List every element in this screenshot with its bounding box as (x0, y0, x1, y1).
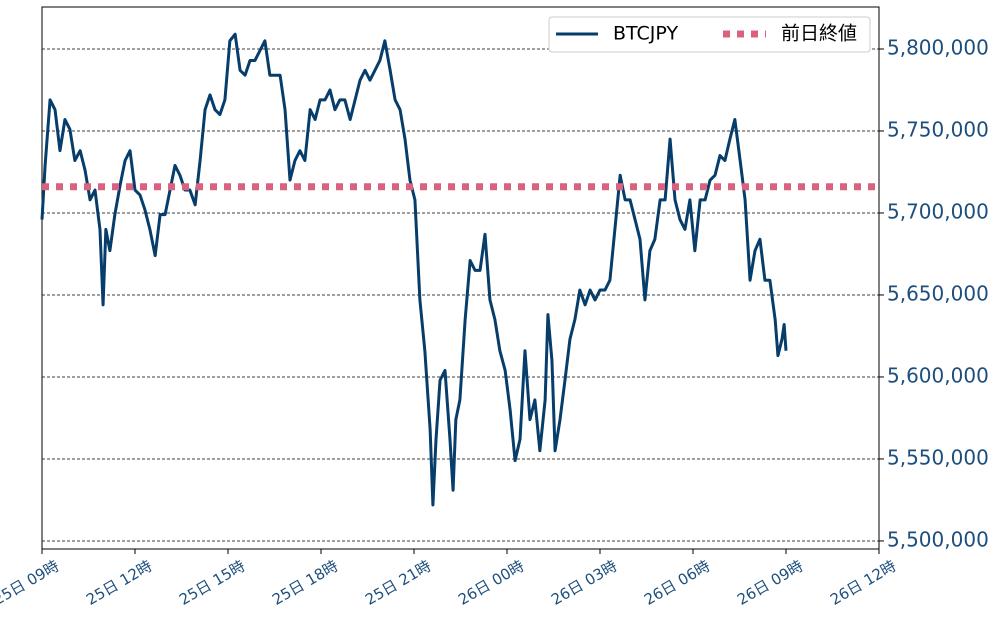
legend-label: 前日終値 (781, 23, 857, 45)
y-tick-label: 5,600,000 (887, 363, 989, 387)
y-tick-label: 5,750,000 (887, 117, 989, 141)
y-tick-label: 5,800,000 (887, 35, 989, 59)
y-tick-label: 5,550,000 (887, 445, 989, 469)
legend-label: BTCJPY (613, 23, 678, 45)
y-tick-label: 5,500,000 (887, 527, 989, 551)
x-tick-label: 26日 12時 (827, 557, 899, 609)
x-tick-label: 25日 15時 (176, 557, 248, 609)
x-tick-label: 26日 00時 (455, 557, 527, 609)
legend: BTCJPY 前日終値 (548, 16, 871, 53)
x-tick-label: 26日 09時 (734, 557, 806, 609)
y-tick-label: 5,700,000 (887, 199, 989, 223)
y-tick-label: 5,650,000 (887, 281, 989, 305)
x-tick-label: 25日 12時 (83, 557, 155, 609)
legend-box (548, 16, 871, 53)
x-tick-label: 26日 06時 (641, 557, 713, 609)
x-tick-label: 25日 18時 (269, 557, 341, 609)
x-tick-label: 25日 21時 (362, 557, 434, 609)
x-tick-label: 25日 09時 (0, 557, 62, 609)
plot-frame (41, 6, 880, 550)
x-tick-label: 26日 03時 (548, 557, 620, 609)
price-line (40, 32, 788, 507)
